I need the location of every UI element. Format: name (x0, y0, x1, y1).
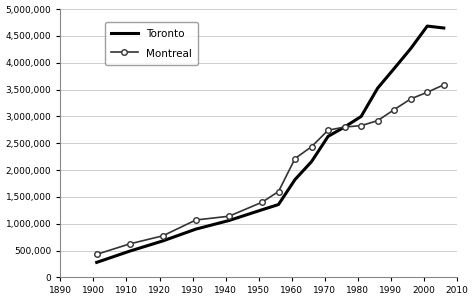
Line: Toronto: Toronto (97, 26, 444, 262)
Montreal (392, 108, 397, 111)
Montreal (292, 157, 298, 160)
Toronto (226, 219, 232, 222)
Toronto (325, 135, 331, 138)
Montreal (309, 145, 314, 148)
Legend: Toronto, Montreal: Toronto, Montreal (105, 22, 198, 65)
Toronto (193, 227, 199, 231)
Toronto (342, 125, 347, 129)
Montreal (276, 190, 282, 193)
Montreal (160, 234, 165, 237)
Toronto (292, 178, 298, 181)
Montreal (375, 119, 381, 123)
Toronto (94, 261, 100, 264)
Toronto (127, 249, 133, 253)
Montreal (408, 97, 414, 101)
Toronto (309, 160, 314, 163)
Montreal (424, 90, 430, 94)
Montreal (226, 214, 232, 218)
Toronto (276, 203, 282, 206)
Toronto (392, 67, 397, 70)
Toronto (375, 86, 381, 90)
Montreal (127, 242, 133, 246)
Montreal (193, 218, 199, 222)
Toronto (160, 239, 165, 243)
Toronto (424, 24, 430, 28)
Montreal (259, 200, 265, 204)
Line: Montreal: Montreal (94, 82, 447, 257)
Toronto (358, 115, 364, 118)
Montreal (94, 253, 100, 256)
Toronto (441, 26, 447, 30)
Montreal (441, 83, 447, 87)
Toronto (259, 208, 265, 212)
Montreal (342, 125, 347, 129)
Montreal (325, 129, 331, 132)
Montreal (358, 124, 364, 127)
Toronto (408, 47, 414, 50)
